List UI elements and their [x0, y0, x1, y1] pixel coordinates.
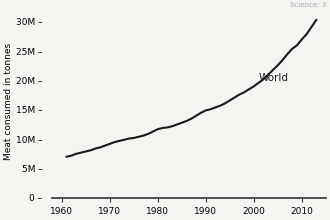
Text: World: World [259, 73, 289, 82]
Y-axis label: Meat consumed in tonnes: Meat consumed in tonnes [4, 42, 13, 160]
Text: Science: 3: Science: 3 [290, 2, 327, 8]
